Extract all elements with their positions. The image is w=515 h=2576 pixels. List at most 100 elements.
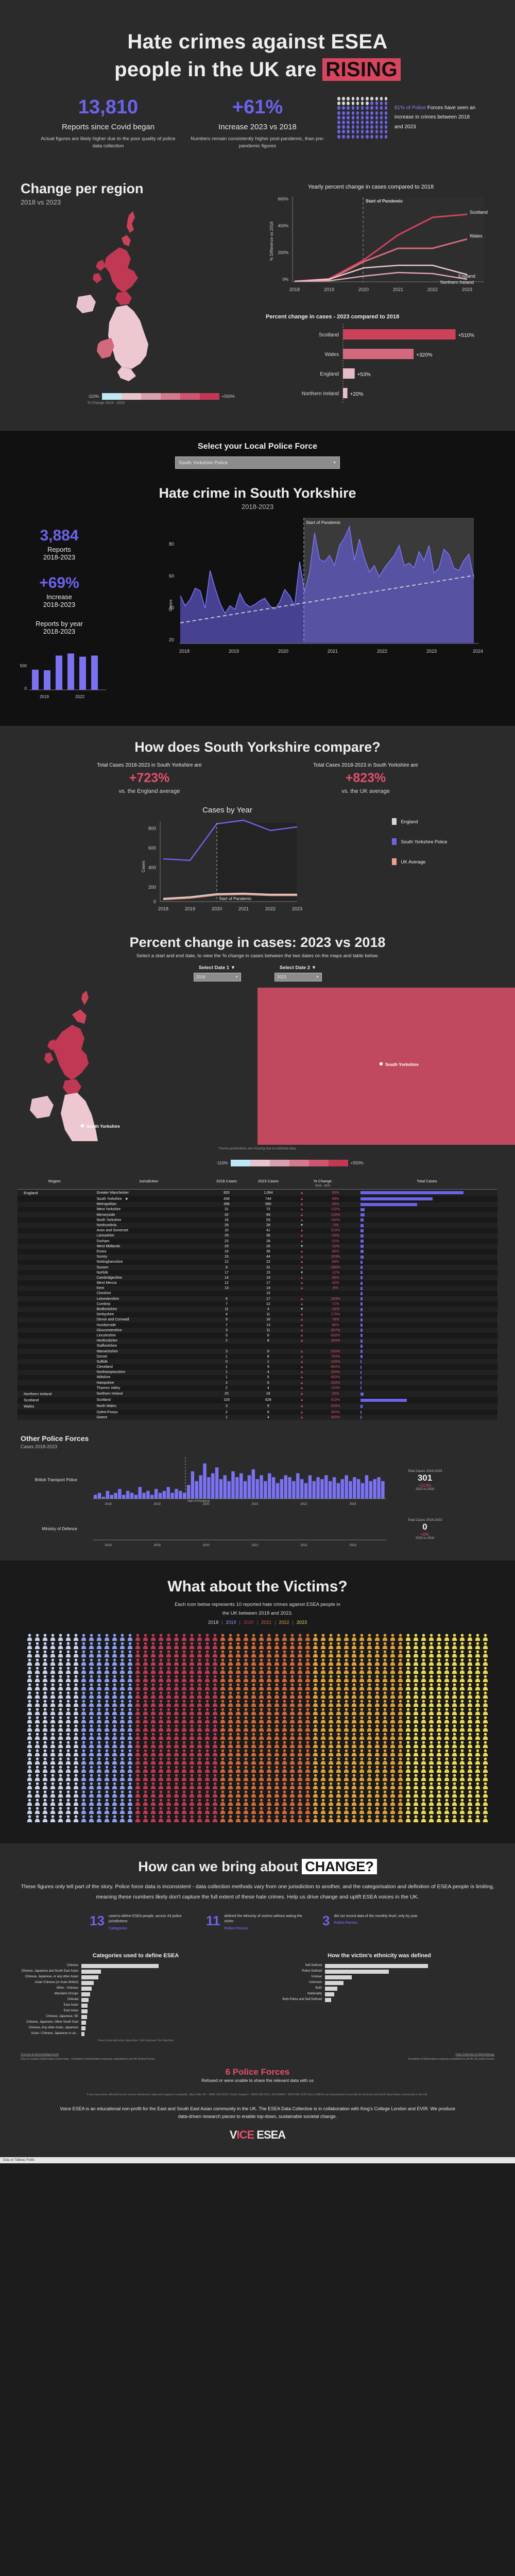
table-row[interactable]: Cambridgeshire 14 19 ▲ 36% (18, 1275, 497, 1281)
person-icon (189, 1674, 195, 1682)
person-icon (297, 1707, 303, 1715)
table-row[interactable]: Essex 19 36 ▲ 89% (18, 1249, 497, 1255)
table-row[interactable]: Dorset 1 8 ▲ 700% (18, 1354, 497, 1360)
cell-pct-change: 300% (331, 1415, 340, 1419)
arrow-up-icon: ▲ (300, 1410, 304, 1414)
person-icon (413, 1641, 419, 1649)
table-row[interactable]: North Yorkshire 18 53 ▲ 194% (18, 1217, 497, 1223)
uk-choropleth-map[interactable] (21, 206, 227, 386)
table-row[interactable]: Avon and Somerset 10 41 ▲ 310% (18, 1228, 497, 1233)
person-icon (73, 1815, 79, 1822)
table-row[interactable]: West Yorkshire 31 72 ▲ 132% (18, 1207, 497, 1213)
arrow-up-icon: ▲ (300, 1381, 304, 1385)
person-icon (344, 1674, 349, 1682)
table-row[interactable]: Thames Valley 2 4 ▲ 100% (18, 1385, 497, 1391)
table-row[interactable]: Bedfordshire 11 4 ▼ -64% (18, 1307, 497, 1312)
total-cases-bar (360, 1276, 363, 1280)
table-row[interactable]: Kent 13 14 ▲ 8% (18, 1285, 497, 1291)
person-icon (282, 1691, 287, 1699)
person-icon (405, 1798, 411, 1806)
table-row[interactable]: Gwent 1 4 ▲ 300% (18, 1415, 497, 1420)
sources-label[interactable]: Sources & Acknowledgements (21, 2053, 59, 2057)
cell-direction: ▲ (289, 1260, 315, 1265)
table-row[interactable]: Nottinghamshire 12 22 ▲ 83% (18, 1259, 497, 1265)
total-cases-bar (360, 1266, 363, 1269)
table-row[interactable]: Durham 23 28 ▲ 22% (18, 1238, 497, 1244)
uk-detail-map[interactable]: South Yorkshire (0, 988, 258, 1145)
date-1-select[interactable]: 2018 ▼ (193, 973, 241, 982)
person-icon (467, 1757, 473, 1765)
header-section: Hate crimes against ESEA people in the U… (0, 0, 515, 172)
person-icon (428, 1773, 434, 1781)
person-icon (452, 1757, 457, 1765)
table-row[interactable]: Cleveland 1 9 ▲ 800% (18, 1364, 497, 1370)
table-row[interactable]: Leicestershire 6 17 ▲ 183% (18, 1296, 497, 1302)
person-icon (104, 1757, 110, 1765)
svg-text:400: 400 (148, 865, 156, 870)
table-row[interactable]: Metropolitan 396 580 ▲ 46% (18, 1201, 497, 1207)
date-2-select[interactable]: 2023 ▼ (274, 973, 322, 982)
table-row[interactable]: Suffolk 0 1 ▲ 100% (18, 1359, 497, 1365)
arrow-up-icon: ▲ (300, 1386, 304, 1390)
table-row[interactable]: South Yorkshire ★ 439 744 ▲ 69% (18, 1196, 497, 1202)
table-row[interactable]: Hertfordshire 2 8 ▲ 300% (18, 1338, 497, 1344)
table-row[interactable]: Scotland Scotland 103 629 ▲ 510% (18, 1397, 497, 1403)
bar (280, 1479, 284, 1499)
table-row[interactable]: Cumbria 7 12 ▲ 71% (18, 1301, 497, 1307)
person-icon (150, 1641, 156, 1649)
person-icon (197, 1798, 202, 1806)
table-row[interactable]: Derbyshire 4 11 ▲ 175% (18, 1312, 497, 1317)
person-icon (367, 1815, 372, 1822)
table-row[interactable]: West Midlands 29 26 ▼ -10% (18, 1244, 497, 1249)
legend-label: England (401, 819, 418, 824)
south-yorkshire-zoom-map[interactable]: South Yorkshire (258, 988, 515, 1145)
table-row[interactable]: Devon and Cornwall 9 16 ▲ 78% (18, 1317, 497, 1323)
trend-line (180, 575, 474, 624)
person-icon (228, 1773, 233, 1781)
table-row[interactable]: Gloucestershire 3 11 ▲ 267% (18, 1328, 497, 1333)
person-icon (428, 1707, 434, 1715)
person-icon (475, 1806, 480, 1814)
methods-label[interactable]: Data Collection & Methodology (455, 2053, 494, 2057)
table-row[interactable]: Merseyside 32 69 ▲ 116% (18, 1212, 497, 1218)
chevron-down-icon: ▼ (311, 965, 317, 971)
table-row[interactable]: Wales North Wales 3 9 ▲ 200% (18, 1403, 497, 1410)
person-icon (359, 1666, 365, 1674)
bar (264, 1481, 267, 1499)
table-row[interactable]: West Mercia 12 17 ▲ 42% (18, 1280, 497, 1286)
table-row[interactable]: Wiltshire 1 5 ▲ 400% (18, 1375, 497, 1381)
table-row[interactable]: Dyfed-Powys 2 8 ▲ 300% (18, 1409, 497, 1415)
person-icon (359, 1674, 365, 1682)
person-icon (89, 1790, 94, 1798)
table-row[interactable]: Surrey 15 44 ▲ 193% (18, 1254, 497, 1260)
cell-2018-cases: 29 (225, 1224, 229, 1228)
person-icon (320, 1633, 326, 1641)
person-icon (467, 1699, 473, 1707)
person-icon (444, 1683, 450, 1690)
table-row[interactable]: Northumbria 29 28 ▼ -3% (18, 1223, 497, 1228)
table-row[interactable]: Hampshire 2 6 ▲ 200% (18, 1380, 497, 1386)
table-row[interactable]: Humberside 7 13 ▲ 86% (18, 1322, 497, 1328)
cell-2018-cases: 23 (225, 1239, 229, 1243)
table-row[interactable]: Northamptonshire 1 4 ▲ 300% (18, 1369, 497, 1375)
person-icon (444, 1782, 450, 1789)
table-row[interactable]: Sussex 8 31 ▲ 288% (18, 1264, 497, 1270)
bar (343, 329, 456, 340)
table-row[interactable]: Lancashire 29 36 ▲ 24% (18, 1233, 497, 1239)
panel-ethnicity: How the victim's ethnicity was defined S… (264, 1953, 494, 2042)
table-row[interactable]: Warwickshire 3 9 ▲ 200% (18, 1348, 497, 1354)
table-row[interactable]: Norfolk 17 15 ▼ -12% (18, 1270, 497, 1276)
person-icon (181, 1798, 187, 1806)
table-row[interactable]: England Greater Manchester 820 1,064 ▲ 30% (18, 1189, 497, 1196)
person-icon (320, 1650, 326, 1657)
table-row[interactable]: Staffordshire (18, 1343, 497, 1349)
total-cases-bar (360, 1213, 365, 1217)
cell-2023-cases: 72 (266, 1208, 270, 1212)
person-icon (344, 1691, 349, 1699)
person-icon (398, 1633, 403, 1641)
police-force-select[interactable]: South Yorkshire Police ▼ (175, 456, 340, 469)
table-row[interactable]: Lincolnshire 0 6 ▲ 600% (18, 1333, 497, 1338)
table-row[interactable]: Northern Ireland Northern Ireland 20 24 ▲ 20% (18, 1391, 497, 1397)
person-icon (181, 1757, 187, 1765)
table-row[interactable]: Cheshire 15 (18, 1291, 497, 1297)
